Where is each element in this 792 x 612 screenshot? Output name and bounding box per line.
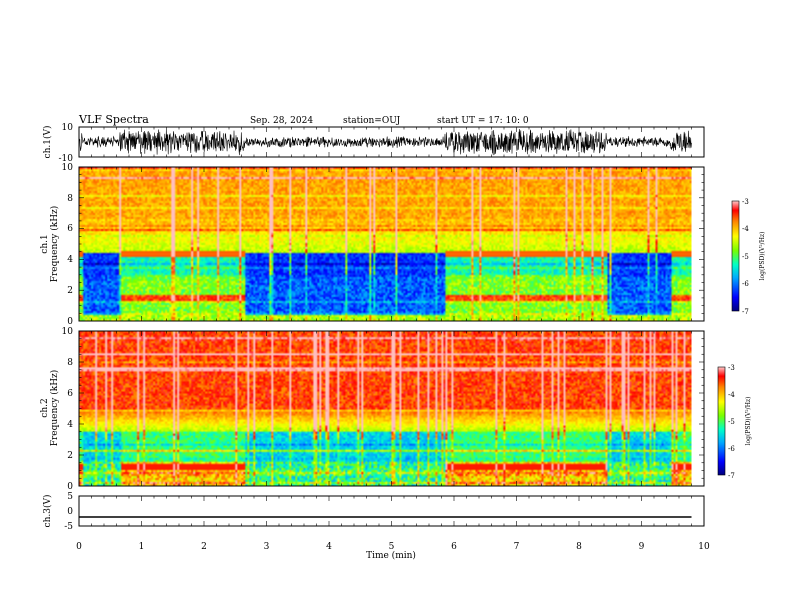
ch1-colorbar-tick: -4 xyxy=(742,225,749,233)
ch1-ytick-label: 8 xyxy=(67,194,73,204)
ch1-spectrogram-image xyxy=(79,167,692,321)
ch1-ytick-label: 6 xyxy=(67,224,73,234)
ch1-spectrogram-panel: 0 2 4 6 8 10 ch.1 Frequency (kHz) -3 -4 … xyxy=(40,163,766,327)
ch3-ytick-label: -5 xyxy=(64,522,73,532)
x-axis-label: Time (min) xyxy=(366,550,416,561)
ch1-colorbar-tick: -6 xyxy=(742,280,749,288)
x-tick-label: 3 xyxy=(264,542,270,552)
x-tick-label: 4 xyxy=(326,542,332,552)
ch1-spectrogram-ticks xyxy=(78,166,705,322)
ch2-colorbar-frame xyxy=(717,366,726,476)
ch1-spectrogram-ylabel-frequency: Frequency (kHz) xyxy=(49,206,60,283)
x-tick-label: 6 xyxy=(451,542,457,552)
ch1-colorbar xyxy=(732,201,739,311)
ch2-colorbar-tick: -6 xyxy=(728,445,735,453)
ch3-waveform-panel: 5 0 -5 ch.3(V) 0 1 2 3 4 5 6 7 8 9 10 Ti… xyxy=(42,492,710,561)
ch2-spectrogram-yticks: 0 2 4 6 8 10 xyxy=(62,327,74,492)
ch2-colorbar-tick: -5 xyxy=(728,418,735,426)
ch2-spectrogram-ylabel-channel: ch.2 xyxy=(40,398,50,417)
ch2-spectrogram-image xyxy=(79,331,692,486)
ch1-spectrogram-yticks: 0 2 4 6 8 10 xyxy=(62,163,74,327)
ch3-waveform-ylabel: ch.3(V) xyxy=(42,495,53,528)
ch1-ytick-label: 10 xyxy=(62,163,74,173)
x-tick-label: 5 xyxy=(389,542,395,552)
ch2-colorbar-tick: -4 xyxy=(728,391,735,399)
ch1-ytick-label: 0 xyxy=(67,317,73,327)
ch2-spectrogram-ylabel-frequency: Frequency (kHz) xyxy=(49,370,60,447)
x-tick-labels: 0 1 2 3 4 5 6 7 8 9 10 xyxy=(76,542,710,552)
x-tick-label: 1 xyxy=(139,542,145,552)
ch1-waveform-ylabel: ch.1(V) xyxy=(42,126,53,159)
ch1-ytick-label: -10 xyxy=(59,154,74,164)
ch2-ytick-label: 2 xyxy=(67,451,73,461)
ch1-ytick-label: 4 xyxy=(67,255,73,265)
ch2-spectrogram-panel: 0 2 4 6 8 10 ch.2 Frequency (kHz) -3 -4 … xyxy=(40,327,752,492)
ch2-spectrogram-ticks xyxy=(78,330,705,487)
ch2-colorbar-tick: -7 xyxy=(728,472,735,480)
ch1-colorbar-tick: -5 xyxy=(742,253,749,261)
x-tick-label: 10 xyxy=(698,542,710,552)
ch2-ytick-label: 4 xyxy=(67,420,73,430)
ch2-ytick-label: 8 xyxy=(67,358,73,368)
ch1-waveform-panel: 10 -10 ch.1(V) xyxy=(42,123,705,164)
ch2-ytick-label: 6 xyxy=(67,389,73,399)
ch1-colorbar-tick: -3 xyxy=(742,198,749,206)
date-label: Sep. 28, 2024 xyxy=(250,116,313,126)
figure-title: VLF Spectra xyxy=(78,113,149,126)
ch1-colorbar-label: log(PSD)(V²/Hz) xyxy=(759,232,766,281)
x-tick-label: 7 xyxy=(514,542,520,552)
ch1-spectrogram-ylabel-channel: ch.1 xyxy=(40,234,50,253)
ch2-colorbar-tick: -3 xyxy=(728,364,735,372)
ch2-ytick-label: 10 xyxy=(62,327,74,337)
ch3-ytick-label: 0 xyxy=(67,507,73,517)
x-tick-label: 2 xyxy=(201,542,207,552)
x-tick-label: 0 xyxy=(76,542,82,552)
ch1-colorbar-frame xyxy=(731,200,740,312)
ch1-ytick-label: 2 xyxy=(67,286,73,296)
ch2-ytick-label: 0 xyxy=(67,482,73,492)
ch2-colorbar-label: log(PSD)(V²/Hz) xyxy=(745,397,752,446)
x-tick-label: 9 xyxy=(639,542,645,552)
ch1-colorbar-tick: -7 xyxy=(742,308,749,316)
ch3-ytick-label: 5 xyxy=(67,492,73,502)
x-tick-label: 8 xyxy=(576,542,582,552)
ch1-waveform-trace xyxy=(78,128,692,156)
ch3-waveform-ticks xyxy=(78,496,705,526)
ch1-ytick-label: 10 xyxy=(62,123,74,133)
ch1-waveform-ticks xyxy=(78,127,705,157)
start-time-label: start UT = 17: 10: 0 xyxy=(437,116,529,126)
station-label: station=OUJ xyxy=(343,116,401,126)
ch2-colorbar xyxy=(718,367,725,475)
